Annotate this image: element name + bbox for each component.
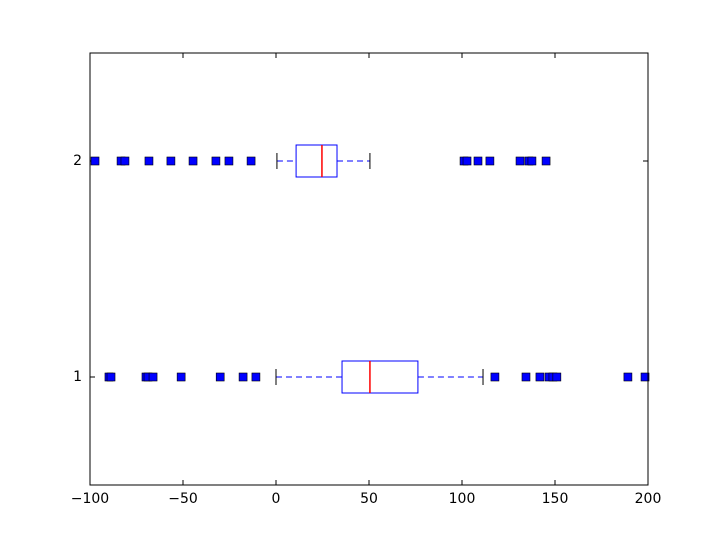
flier [535, 372, 545, 382]
flier [490, 372, 500, 382]
x-tick-label: 0 [272, 491, 281, 507]
flier [640, 372, 650, 382]
flier [148, 372, 158, 382]
flier [176, 372, 186, 382]
flier [90, 156, 100, 166]
x-tick-label: 200 [635, 491, 662, 507]
flier [515, 156, 525, 166]
flier [144, 156, 154, 166]
flier [623, 372, 633, 382]
flier [215, 372, 225, 382]
flier [188, 156, 198, 166]
x-tick-label: 50 [360, 491, 378, 507]
flier [541, 156, 551, 166]
y-tick-label: 2 [73, 153, 82, 169]
flier [527, 156, 537, 166]
x-tick-label: 100 [449, 491, 476, 507]
flier [473, 156, 483, 166]
flier [251, 372, 261, 382]
plot-frame [89, 52, 649, 486]
flier [106, 372, 116, 382]
flier [238, 372, 248, 382]
flier [485, 156, 495, 166]
x-tick-label: −100 [71, 491, 109, 507]
box [341, 360, 419, 394]
flier [211, 156, 221, 166]
x-tick-label: 150 [542, 491, 569, 507]
flier [521, 372, 531, 382]
flier [166, 156, 176, 166]
flier [224, 156, 234, 166]
x-tick-label: −50 [168, 491, 198, 507]
flier [120, 156, 130, 166]
flier [552, 372, 562, 382]
flier [462, 156, 472, 166]
box [295, 144, 338, 178]
flier [246, 156, 256, 166]
y-tick-label: 1 [73, 369, 82, 385]
